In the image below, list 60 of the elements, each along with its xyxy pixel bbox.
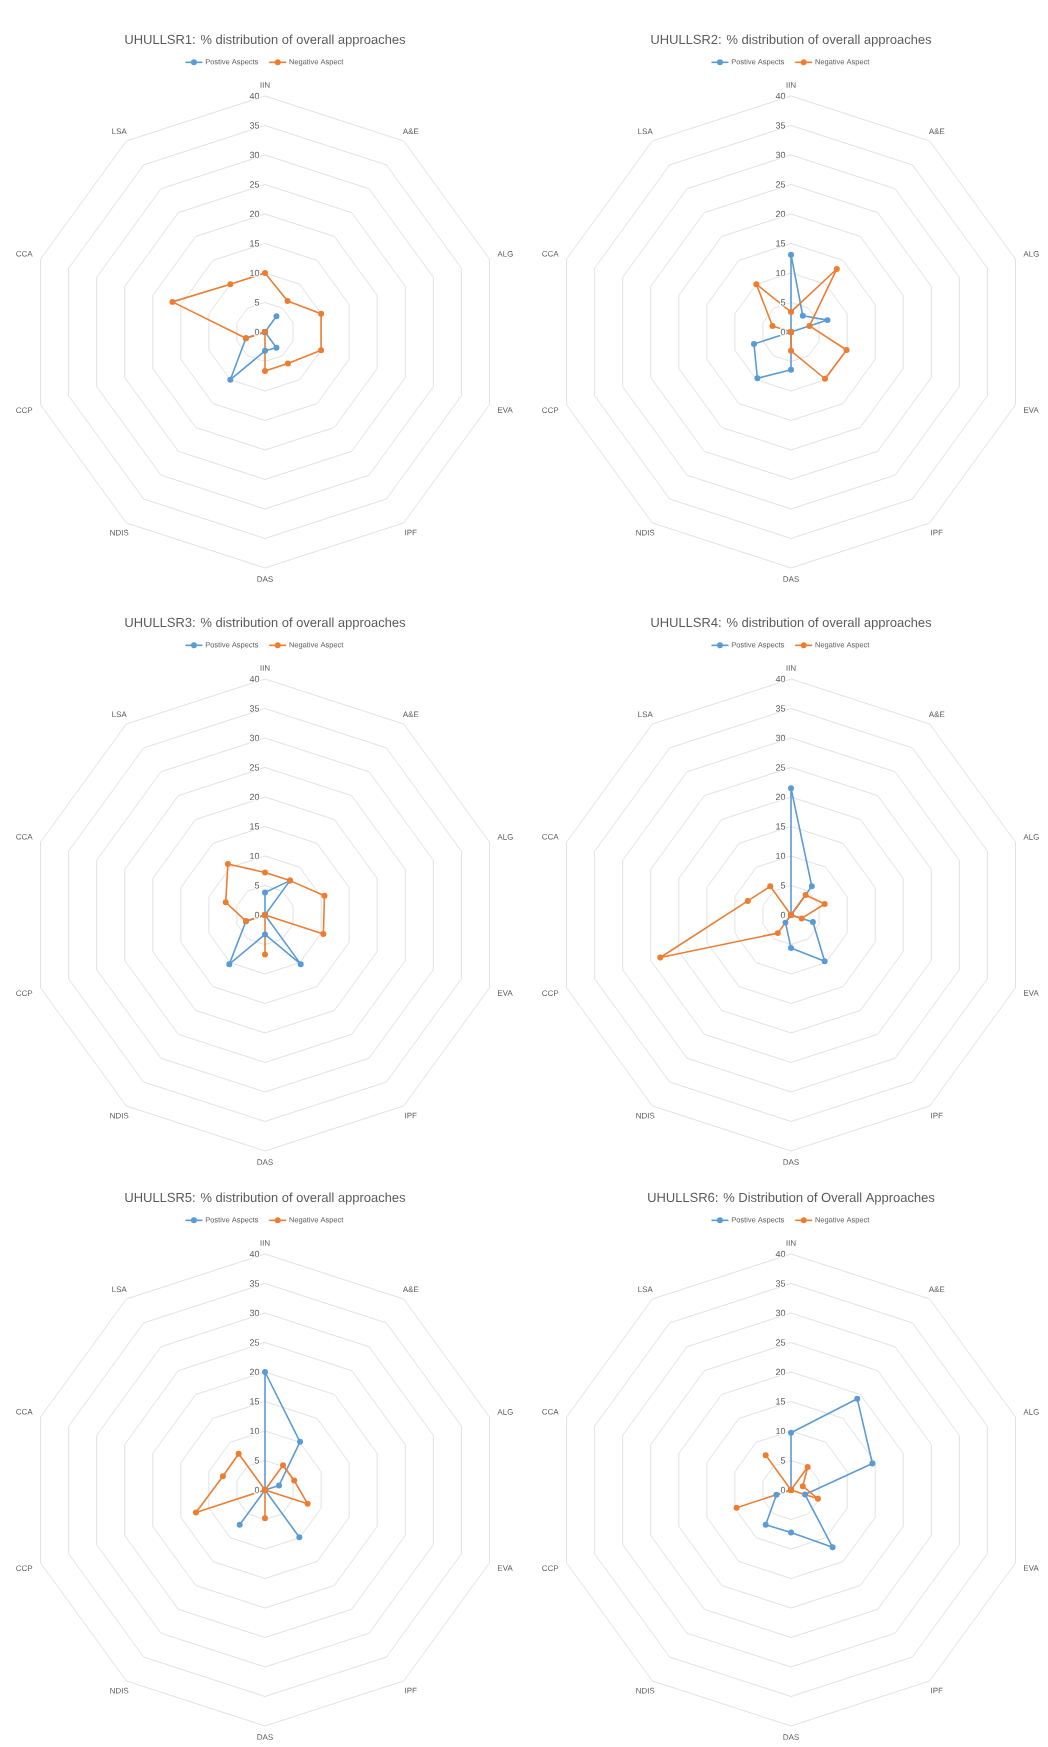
y-tick-label: 40	[249, 1250, 260, 1258]
chart-title: UHULLSR1: % distribution of overall approaches	[125, 34, 406, 47]
y-tick-label: 10	[250, 269, 260, 277]
y-tick-label: 30	[775, 1309, 786, 1317]
y-tick-label: 5	[780, 882, 786, 889]
y-tick-label: 35	[775, 1280, 786, 1287]
y-tick-label: 35	[249, 1280, 260, 1287]
y-tick-label: 0	[780, 911, 786, 919]
y-tick-label: 5	[254, 1457, 260, 1464]
y-tick-label: 15	[776, 823, 786, 830]
y-tick-label: 35	[775, 122, 786, 129]
y-tick-label: 25	[775, 1339, 786, 1346]
y-tick-label: 25	[249, 1339, 260, 1346]
chart-title: UHULLSR6: % Distribution of Overall Approaches	[648, 1192, 935, 1205]
y-tick-label: 35	[775, 705, 786, 712]
y-tick-label: 0	[254, 328, 260, 336]
y-tick-label: 10	[776, 1427, 786, 1435]
y-tick-label: 0	[780, 1486, 786, 1494]
y-tick-label: 20	[249, 793, 260, 801]
chart-title: UHULLSR3: % distribution of overall approaches	[125, 617, 406, 630]
y-tick-label: 15	[250, 1398, 260, 1405]
y-tick-label: 10	[250, 852, 260, 860]
y-tick-label: 40	[249, 92, 260, 100]
y-tick-label: 15	[776, 1398, 786, 1405]
y-tick-label: 10	[776, 269, 786, 277]
y-tick-label: 5	[254, 299, 260, 306]
y-tick-label: 30	[249, 151, 260, 159]
y-tick-label: 15	[776, 240, 786, 247]
y-tick-label: 20	[775, 1368, 786, 1376]
y-tick-label: 0	[780, 328, 786, 336]
y-tick-label: 5	[780, 299, 786, 306]
chart-title: UHULLSR5: % distribution of overall approaches	[125, 1192, 406, 1205]
y-tick-label: 15	[250, 823, 260, 830]
chart-title: UHULLSR4: % distribution of overall approaches	[651, 617, 932, 630]
y-tick-label: 10	[250, 1427, 260, 1435]
y-tick-label: 20	[775, 210, 786, 218]
y-tick-label: 40	[775, 675, 786, 683]
y-tick-label: 40	[249, 675, 260, 683]
y-tick-label: 5	[254, 882, 260, 889]
chart-title: UHULLSR2: % distribution of overall approaches	[651, 34, 932, 47]
y-tick-label: 20	[249, 1368, 260, 1376]
y-tick-label: 25	[249, 181, 260, 188]
y-tick-label: 25	[249, 764, 260, 771]
y-tick-label: 30	[775, 151, 786, 159]
y-tick-label: 20	[249, 210, 260, 218]
y-tick-label: 35	[249, 122, 260, 129]
y-tick-label: 0	[254, 911, 260, 919]
y-tick-label: 40	[775, 92, 786, 100]
y-tick-label: 30	[249, 1309, 260, 1317]
y-tick-label: 15	[250, 240, 260, 247]
y-tick-label: 35	[249, 705, 260, 712]
y-tick-label: 30	[249, 734, 260, 742]
y-tick-label: 5	[780, 1457, 786, 1464]
y-tick-label: 20	[775, 793, 786, 801]
y-tick-label: 0	[254, 1486, 260, 1494]
y-tick-label: 10	[776, 852, 786, 860]
y-tick-label: 40	[775, 1250, 786, 1258]
y-tick-label: 25	[775, 764, 786, 771]
y-tick-label: 30	[775, 734, 786, 742]
y-tick-label: 25	[775, 181, 786, 188]
